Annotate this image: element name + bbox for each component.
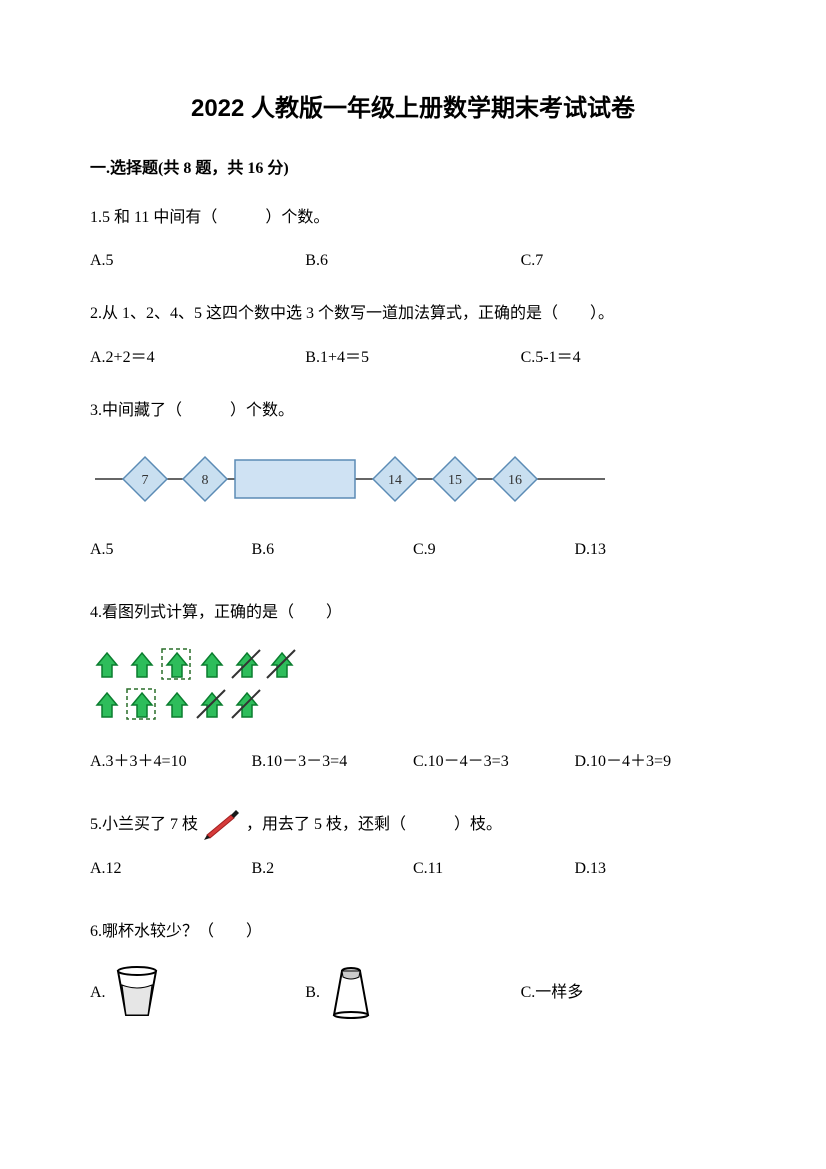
q1-text: 1.5 和 11 中间有（ ）个数。 [90, 200, 736, 235]
question-3: 3.中间藏了（ ）个数。 7 8 14 15 [90, 393, 736, 567]
q5-post: ，用去了 5 枝，还剩（ ）枝。 [246, 807, 502, 842]
q4-diagram [90, 646, 736, 726]
q1-opt-c: C.7 [521, 243, 736, 278]
q3-opt-c: C.9 [413, 532, 575, 567]
question-1: 1.5 和 11 中间有（ ）个数。 A.5 B.6 C.7 [90, 200, 736, 278]
q5-opt-b: B.2 [252, 851, 414, 886]
diamond-15: 15 [448, 473, 462, 488]
q6-opt-c: C.一样多 [521, 975, 736, 1010]
q5-line: 5.小兰买了 7 枝 ，用去了 5 枝，还剩（ ）枝。 [90, 807, 736, 842]
q2-opt-b: B.1+4＝5 [305, 340, 520, 375]
q4-opt-d: D.10－4＋3=9 [575, 744, 737, 779]
q1-options: A.5 B.6 C.7 [90, 243, 736, 278]
cup-b-icon [326, 965, 376, 1020]
q2-opt-a: A.2+2＝4 [90, 340, 305, 375]
q6-options: A. B. C.一样多 [90, 965, 736, 1020]
q3-diagram: 7 8 14 15 16 [90, 444, 736, 514]
pen-icon [202, 810, 242, 840]
q4-opt-b: B.10－3－3=4 [252, 744, 414, 779]
q6-opt-b-label: B. [305, 975, 320, 1010]
cup-a-icon [112, 965, 162, 1020]
q3-text: 3.中间藏了（ ）个数。 [90, 393, 736, 428]
q3-opt-a: A.5 [90, 532, 252, 567]
q3-opt-b: B.6 [252, 532, 414, 567]
q4-text: 4.看图列式计算，正确的是（ ） [90, 595, 736, 630]
page-title: 2022 人教版一年级上册数学期末考试试卷 [90, 90, 736, 128]
question-2: 2.从 1、2、4、5 这四个数中选 3 个数写一道加法算式，正确的是（ ）。 … [90, 296, 736, 374]
q2-options: A.2+2＝4 B.1+4＝5 C.5-1＝4 [90, 340, 736, 375]
section-header-1: 一.选择题(共 8 题，共 16 分) [90, 156, 736, 182]
q6-opt-a: A. [90, 965, 305, 1020]
q6-opt-b: B. [305, 965, 520, 1020]
q2-opt-c: C.5-1＝4 [521, 340, 736, 375]
q1-opt-b: B.6 [305, 243, 520, 278]
number-line-svg: 7 8 14 15 16 [90, 444, 610, 514]
diamond-16: 16 [508, 473, 522, 488]
diamond-14: 14 [388, 473, 402, 488]
q5-opt-d: D.13 [575, 851, 737, 886]
diamond-8: 8 [202, 473, 209, 488]
question-6: 6.哪杯水较少？（ ） A. B. C.一样多 [90, 914, 736, 1020]
q5-pre: 5.小兰买了 7 枝 [90, 807, 198, 842]
diamond-7: 7 [142, 473, 149, 488]
q6-text: 6.哪杯水较少？（ ） [90, 914, 736, 949]
q4-opt-a: A.3＋3＋4=10 [90, 744, 252, 779]
q3-options: A.5 B.6 C.9 D.13 [90, 532, 736, 567]
q4-opt-c: C.10－4－3=3 [413, 744, 575, 779]
q5-opt-a: A.12 [90, 851, 252, 886]
q5-options: A.12 B.2 C.11 D.13 [90, 851, 736, 886]
q3-opt-d: D.13 [575, 532, 737, 567]
q4-options: A.3＋3＋4=10 B.10－3－3=4 C.10－4－3=3 D.10－4＋… [90, 744, 736, 779]
question-4: 4.看图列式计算，正确的是（ ） [90, 595, 736, 779]
q6-opt-a-label: A. [90, 975, 106, 1010]
q5-opt-c: C.11 [413, 851, 575, 886]
question-5: 5.小兰买了 7 枝 ，用去了 5 枝，还剩（ ）枝。 A.12 B.2 C.1… [90, 807, 736, 885]
q1-opt-a: A.5 [90, 243, 305, 278]
arrows-svg [90, 646, 320, 726]
q2-text: 2.从 1、2、4、5 这四个数中选 3 个数写一道加法算式，正确的是（ ）。 [90, 296, 736, 331]
